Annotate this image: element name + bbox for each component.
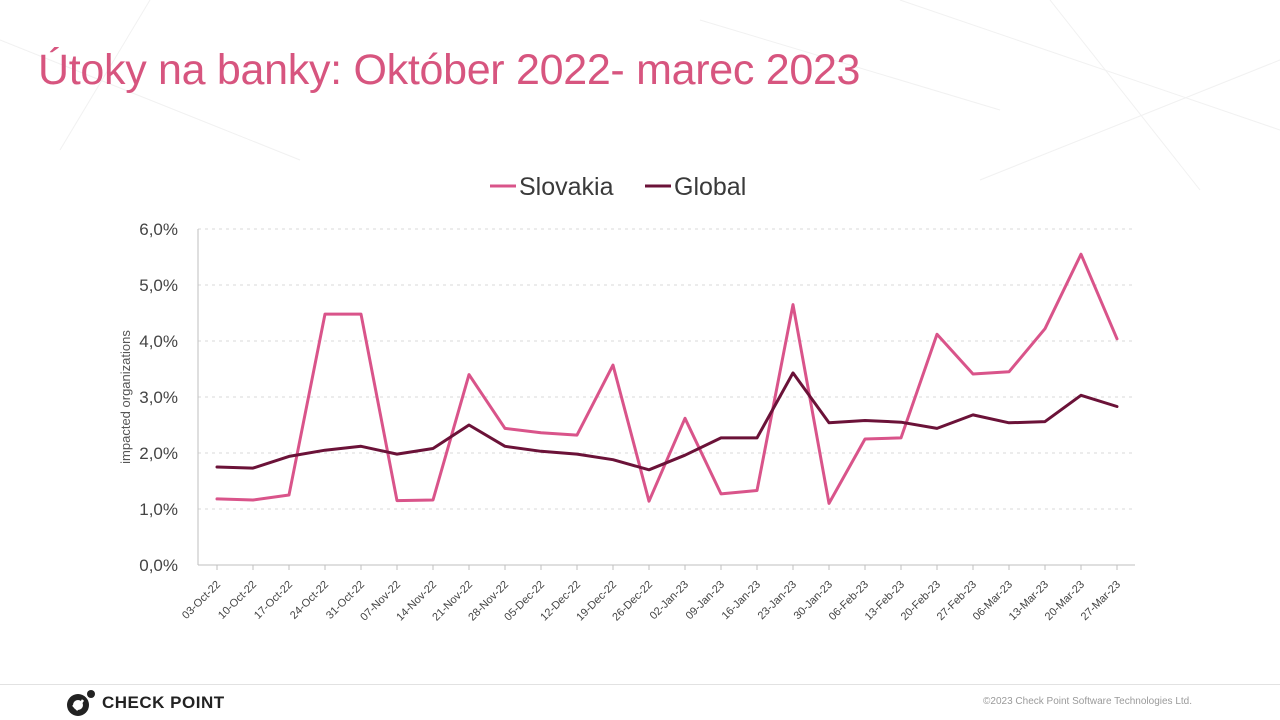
- x-tick-label: 03-Oct-22: [180, 579, 223, 622]
- slide-title: Útoky na banky: Október 2022- marec 2023: [38, 46, 861, 94]
- check-point-logo-icon: [67, 690, 95, 716]
- grid-lines: [198, 228, 1135, 510]
- y-tick-labels: 0,0% 1,0% 2,0% 3,0% 4,0% 5,0% 6,0%: [139, 220, 178, 575]
- x-tick-label: 10-Oct-22: [216, 579, 259, 622]
- y-axis-label: impacted organizations: [118, 330, 133, 464]
- footer-divider: [0, 684, 1280, 685]
- y-tick-label: 1,0%: [139, 500, 178, 519]
- series-line-global: [215, 371, 1119, 472]
- y-tick-label: 3,0%: [139, 388, 178, 407]
- x-tick-label: 24-Oct-22: [288, 579, 331, 622]
- series-lines: [215, 252, 1119, 505]
- y-tick-label: 4,0%: [139, 332, 178, 351]
- legend: Slovakia Global: [490, 173, 746, 201]
- y-tick-label: 0,0%: [139, 556, 178, 575]
- y-tick-label: 6,0%: [139, 220, 178, 239]
- legend-label-global: Global: [674, 173, 746, 201]
- y-tick-label: 2,0%: [139, 444, 178, 463]
- axes: [197, 229, 1135, 570]
- x-tick-label: 17-Oct-22: [252, 579, 295, 622]
- check-point-logo: CHECK POINT: [64, 686, 225, 720]
- copyright-notice: ©2023 Check Point Software Technologies …: [983, 696, 1192, 707]
- y-tick-label: 5,0%: [139, 276, 178, 295]
- x-tick-labels: 03-Oct-2210-Oct-2217-Oct-2224-Oct-2231-O…: [180, 579, 1123, 624]
- logo-text: CHECK POINT: [102, 693, 225, 712]
- x-tick-label: 27-Mar-23: [1079, 579, 1123, 623]
- series-line-slovakia: [215, 252, 1119, 505]
- legend-label-slovakia: Slovakia: [519, 173, 614, 201]
